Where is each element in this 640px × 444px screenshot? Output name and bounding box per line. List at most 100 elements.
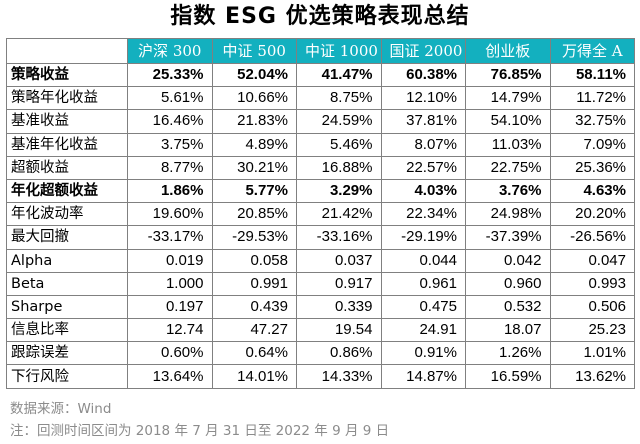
table-row: 策略年化收益 5.61% 10.66% 8.75% 12.10% 14.79% 11.72%: [6, 86, 635, 111]
table-body: 策略收益 25.33% 52.04% 41.47% 60.38% 76.85% 58.11%…: [6, 62, 635, 389]
table-cell: 0.044: [380, 248, 466, 273]
header-row: 沪深 300 中证 500 中证 1000 国证 2000 创业板 万得全 A: [6, 38, 635, 64]
table-cell: 7.09%: [549, 132, 635, 157]
table-row: 年化超额收益 1.86% 5.77% 3.29% 4.03% 3.76% 4.63%: [6, 178, 635, 204]
row-label: 基准年化收益: [6, 132, 128, 157]
table-cell: 20.85%: [211, 202, 297, 227]
table-cell: 22.34%: [380, 202, 466, 227]
table-cell: 54.10%: [465, 109, 551, 134]
table-cell: 0.042: [465, 248, 551, 273]
column-header: 创业板: [465, 38, 551, 64]
table-cell: 3.29%: [296, 178, 382, 204]
table-cell: 60.38%: [380, 62, 466, 88]
table-cell: 0.86%: [296, 341, 382, 366]
table-cell: 16.59%: [465, 364, 551, 389]
table-cell: 11.03%: [465, 132, 551, 157]
table-cell: 0.961: [380, 271, 466, 296]
table-row: 最大回撤 -33.17% -29.53% -33.16% -29.19% -37.39% -…: [6, 225, 635, 250]
table-cell: 16.46%: [127, 109, 213, 134]
table-cell: 1.000: [127, 271, 213, 296]
table-cell: 0.037: [296, 248, 382, 273]
table-cell: 0.60%: [127, 341, 213, 366]
table-cell: 0.960: [465, 271, 551, 296]
table-cell: 37.81%: [380, 109, 466, 134]
table-cell: 0.532: [465, 294, 551, 320]
table-cell: 25.36%: [549, 155, 635, 180]
table-cell: 1.01%: [549, 341, 635, 366]
column-header: 万得全 A: [549, 38, 635, 64]
table-cell: 19.60%: [127, 202, 213, 227]
table-cell: 24.59%: [296, 109, 382, 134]
row-label: 年化波动率: [6, 202, 128, 227]
backtest-period-note: 注：回测时间区间为 2018 年 7 月 31 日至 2022 年 9 月 9 …: [10, 423, 390, 439]
table-cell: 13.62%: [549, 364, 635, 389]
row-label: 跟踪误差: [6, 341, 128, 366]
table-cell: 47.27: [211, 318, 297, 343]
table-cell: 0.439: [211, 294, 297, 320]
row-label: 基准收益: [6, 109, 128, 134]
data-source-note: 数据来源：Wind: [10, 401, 112, 417]
row-label: Alpha: [6, 248, 128, 273]
table-cell: -37.39%: [465, 225, 551, 250]
corner-cell: [6, 38, 128, 64]
table-cell: 41.47%: [296, 62, 382, 88]
table-row: 超额收益 8.77% 30.21% 16.88% 22.57% 22.75% 25.36%: [6, 155, 635, 180]
row-label: 年化超额收益: [6, 178, 128, 204]
table-cell: 14.01%: [211, 364, 297, 389]
table-cell: 5.46%: [296, 132, 382, 157]
table-cell: 4.63%: [549, 178, 635, 204]
table-cell: 0.991: [211, 271, 297, 296]
table-cell: 30.21%: [211, 155, 297, 180]
row-label: Sharpe: [6, 294, 128, 320]
table-cell: 16.88%: [296, 155, 382, 180]
column-header: 沪深 300: [127, 38, 213, 64]
table-cell: 10.66%: [211, 86, 297, 111]
table-cell: 22.57%: [380, 155, 466, 180]
table-cell: 24.91: [380, 318, 466, 343]
table-cell: 24.98%: [465, 202, 551, 227]
table-cell: 3.75%: [127, 132, 213, 157]
table-cell: 5.77%: [211, 178, 297, 204]
table-cell: 76.85%: [465, 62, 551, 88]
table-row: 下行风险 13.64% 14.01% 14.33% 14.87% 16.59% 13.62%: [6, 364, 635, 389]
row-label: 策略年化收益: [6, 86, 128, 111]
table-cell: 14.87%: [380, 364, 466, 389]
table-cell: 3.76%: [465, 178, 551, 204]
table-cell: 0.917: [296, 271, 382, 296]
table-cell: 58.11%: [549, 62, 635, 88]
table-title: 指数 ESG 优选策略表现总结: [170, 4, 470, 29]
table-cell: 14.33%: [296, 364, 382, 389]
table-cell: -29.53%: [211, 225, 297, 250]
column-header: 中证 500: [211, 38, 297, 64]
column-header: 国证 2000: [380, 38, 466, 64]
table-cell: 0.058: [211, 248, 297, 273]
table-cell: 22.75%: [465, 155, 551, 180]
table-cell: 0.339: [296, 294, 382, 320]
table-row: 跟踪误差 0.60% 0.64% 0.86% 0.91% 1.26% 1.01%: [6, 341, 635, 366]
table-cell: 13.64%: [127, 364, 213, 389]
table-cell: 25.33%: [127, 62, 213, 88]
table-cell: 0.047: [549, 248, 635, 273]
row-label: Beta: [6, 271, 128, 296]
table-cell: 52.04%: [211, 62, 297, 88]
table-cell: -26.56%: [549, 225, 635, 250]
row-label: 超额收益: [6, 155, 128, 180]
table-cell: 14.79%: [465, 86, 551, 111]
table-cell: 0.475: [380, 294, 466, 320]
row-label: 下行风险: [6, 364, 128, 389]
table-cell: 0.91%: [380, 341, 466, 366]
table-cell: 12.74: [127, 318, 213, 343]
table-row: 策略收益 25.33% 52.04% 41.47% 60.38% 76.85% 58.11%: [6, 62, 635, 88]
table-cell: 1.26%: [465, 341, 551, 366]
table-cell: 5.61%: [127, 86, 213, 111]
table-cell: 8.77%: [127, 155, 213, 180]
table-cell: -33.16%: [296, 225, 382, 250]
performance-table: 沪深 300 中证 500 中证 1000 国证 2000 创业板 万得全 A …: [6, 38, 635, 389]
table-cell: 0.64%: [211, 341, 297, 366]
table-cell: 18.07: [465, 318, 551, 343]
table-cell: 25.23: [549, 318, 635, 343]
table-row: Sharpe 0.197 0.439 0.339 0.475 0.532 0.506: [6, 294, 635, 320]
table-cell: -33.17%: [127, 225, 213, 250]
table-cell: 0.993: [549, 271, 635, 296]
table-cell: 21.83%: [211, 109, 297, 134]
